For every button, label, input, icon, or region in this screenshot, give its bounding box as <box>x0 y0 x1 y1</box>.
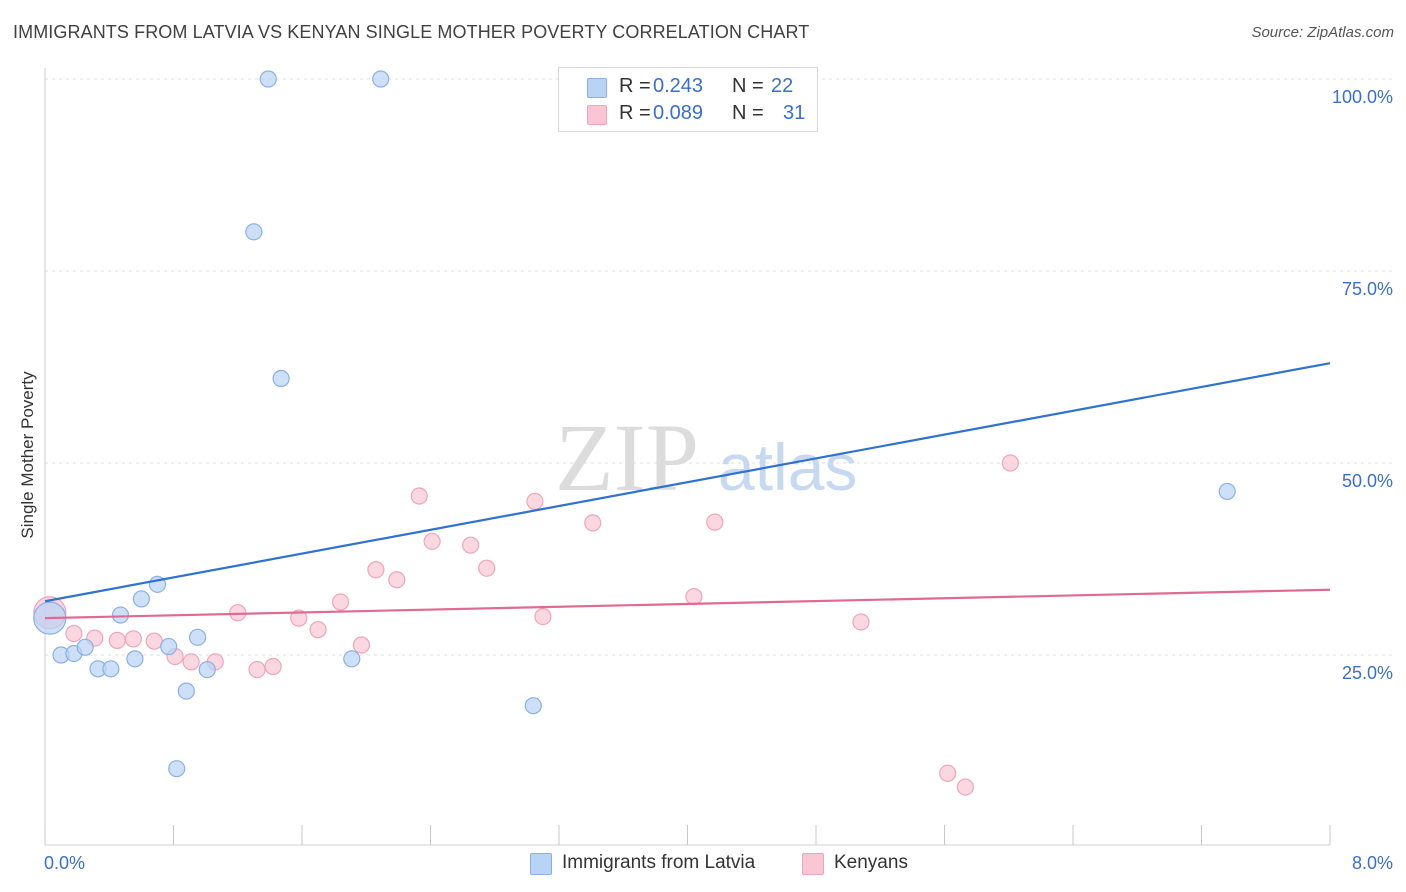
kenyans-point <box>124 630 142 648</box>
latvia-point <box>188 628 207 646</box>
latvia-point <box>259 70 277 88</box>
kenyans-point <box>584 514 602 532</box>
legend-n-value: 22 <box>771 75 794 97</box>
kenyans-point <box>65 624 83 643</box>
correlation-legend: R = 0.243 N = 22 R = 0.089 N = 31 <box>558 67 818 132</box>
kenyans-trend-line <box>44 588 1331 620</box>
latvia-trend-line <box>44 362 1331 603</box>
kenyans-point <box>410 487 428 505</box>
latvia-point <box>111 606 130 624</box>
legend-n-label: N = <box>732 102 764 124</box>
x-tick-label: 8.0% <box>1352 853 1393 873</box>
latvia-point <box>245 223 263 241</box>
kenyans-point <box>685 588 703 606</box>
bottom-legend-swatch-kenyans <box>802 853 824 875</box>
latvia-point <box>102 660 120 678</box>
latvia-point <box>132 590 150 608</box>
latvia-point <box>168 760 186 778</box>
grid-layer <box>45 78 1395 656</box>
kenyans-point <box>290 609 308 627</box>
kenyans-point <box>423 532 441 550</box>
watermark: ZIP atlas <box>555 404 857 511</box>
x-tick-label: 0.0% <box>44 853 85 873</box>
legend-r-value: 0.243 <box>653 75 704 97</box>
kenyans-point <box>248 660 266 679</box>
latvia-point <box>160 637 178 656</box>
latvia-point <box>372 70 390 88</box>
kenyans-point <box>534 607 552 626</box>
kenyans-point <box>526 492 544 510</box>
kenyans-point <box>939 764 957 782</box>
trend-layer <box>44 362 1331 620</box>
y-axis-label: Single Mother Poverty <box>18 371 37 539</box>
legend-n-label: N = <box>732 75 764 97</box>
kenyans-point <box>1001 454 1019 472</box>
points-layer <box>33 70 1236 796</box>
kenyans-point <box>478 559 496 577</box>
legend-r-label: R = <box>619 75 651 97</box>
kenyans-point <box>331 593 350 611</box>
kenyans-point <box>309 621 327 639</box>
kenyans-point <box>852 613 870 631</box>
latvia-point <box>272 369 290 388</box>
legend-swatch-kenyans <box>587 105 607 125</box>
watermark-zip: ZIP <box>555 404 699 511</box>
bottom-legend-label-latvia: Immigrants from Latvia <box>562 852 756 873</box>
source-label: Source: ZipAtlas.com <box>1251 24 1394 41</box>
latvia-point <box>177 682 195 700</box>
kenyans-point <box>145 632 163 650</box>
kenyans-point <box>108 631 126 650</box>
kenyans-point <box>352 636 371 654</box>
bottom-legend-label-kenyans: Kenyans <box>834 852 908 873</box>
legend-n-value: 31 <box>783 102 806 124</box>
kenyans-point <box>706 513 724 531</box>
chart-title: IMMIGRANTS FROM LATVIA VS KENYAN SINGLE … <box>13 22 810 42</box>
kenyans-point <box>388 571 406 589</box>
y-tick-label: 75.0% <box>1342 279 1393 299</box>
watermark-atlas: atlas <box>718 430 857 504</box>
y-tick-label: 100.0% <box>1332 87 1393 107</box>
legend-r-label: R = <box>619 102 651 124</box>
tick-label-layer: 25.0% 50.0% 75.0% 100.0% 0.0% 8.0% <box>44 87 1393 873</box>
latvia-point <box>343 650 361 668</box>
latvia-point <box>126 650 144 668</box>
kenyans-point <box>367 561 385 579</box>
legend-r-value: 0.089 <box>653 102 704 124</box>
kenyans-point <box>182 653 200 671</box>
kenyans-point <box>264 657 282 676</box>
bottom-legend-swatch-latvia <box>530 853 552 875</box>
kenyans-point <box>956 778 974 796</box>
kenyans-point <box>462 536 480 554</box>
legend-swatch-latvia <box>587 78 607 98</box>
latvia-point <box>198 660 216 679</box>
y-tick-label: 50.0% <box>1342 471 1393 491</box>
axis-layer <box>44 68 1331 846</box>
latvia-point <box>76 638 94 656</box>
latvia-point <box>524 697 542 715</box>
latvia-point <box>1218 482 1236 501</box>
y-tick-label: 25.0% <box>1342 663 1393 683</box>
